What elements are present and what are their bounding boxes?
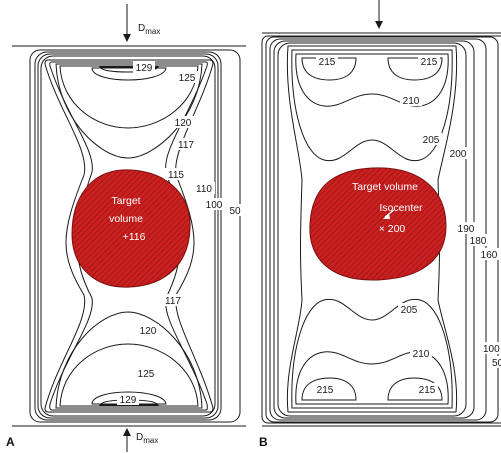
isodose-110b-a — [40, 55, 216, 417]
isodose-label-120-bottom: 120 — [140, 326, 157, 337]
target-volume-b — [309, 167, 447, 281]
isodose-50-a — [29, 49, 241, 423]
panel-b-label: B — [259, 435, 268, 449]
isodose-215-bottom-left-b — [301, 377, 357, 401]
target-volume-label-line2-a: volume — [109, 213, 143, 225]
isodose-label-50: 50 — [229, 206, 241, 217]
isodose-205-bottom-b — [291, 298, 453, 409]
isodose-label-100-b: 100 — [483, 344, 500, 355]
isodose-label-200: 200 — [450, 149, 467, 160]
panel-a: Dmax Dmax 129 125 120 11 — [6, 4, 246, 452]
target-volume-label-line1-a: Target — [111, 195, 140, 207]
dmax-top-arrow — [123, 4, 131, 42]
isodose-label-205-bottom: 205 — [401, 305, 418, 316]
isodose-label-50-b: 50 — [492, 358, 501, 369]
isodose-110-a — [37, 53, 219, 419]
isodose-120-top-a — [55, 63, 203, 159]
isodose-160-b — [269, 38, 487, 421]
isodose-label-120-top: 120 — [175, 118, 192, 129]
isocenter-arrow — [383, 209, 395, 219]
isodose-label-160: 160 — [481, 250, 498, 261]
isodose-120-bottom-a — [55, 311, 203, 409]
isodose-label-129-bottom: 129 — [120, 395, 137, 406]
top-beam-arrow — [375, 0, 383, 29]
isodose-100-b — [265, 36, 499, 423]
isodose-205-top-b — [291, 49, 453, 162]
isodose-label-115: 115 — [168, 170, 184, 181]
isodose-label-190: 190 — [458, 224, 475, 235]
isodose-215-top-right-b — [387, 57, 443, 81]
isodose-label-110: 110 — [196, 184, 212, 195]
isodose-215-top-left-b — [301, 57, 357, 81]
isodose-117-a — [49, 61, 208, 411]
isodose-label-215-top-right: 215 — [421, 57, 438, 68]
isodose-label-125-bottom: 125 — [138, 369, 155, 380]
isodose-label-215-bottom-right: 215 — [419, 385, 436, 396]
isodose-210-top-b — [295, 53, 449, 107]
isodose-label-215-bottom-left: 215 — [317, 385, 334, 396]
target-value-a: +116 — [123, 231, 146, 243]
isodose-label-129-top: 129 — [136, 63, 153, 74]
isodose-50-b — [261, 35, 501, 424]
isodose-label-210-top: 210 — [403, 96, 420, 107]
isodose-100-a — [34, 51, 222, 421]
dmax-top-label: Dmax — [138, 23, 160, 36]
panel-a-label: A — [6, 435, 15, 449]
isodose-129-bottom-a — [91, 391, 167, 405]
isodose-label-100: 100 — [206, 200, 223, 211]
isodose-label-117-top: 117 — [178, 140, 194, 151]
isodose-200-b — [286, 45, 458, 413]
isodose-label-117-bottom: 117 — [165, 296, 181, 307]
isodose-label-125-top: 125 — [179, 73, 196, 84]
isodose-label-180: 180 — [470, 236, 487, 247]
dmax-bottom-arrow — [123, 428, 131, 452]
dmax-bottom-label: Dmax — [136, 432, 158, 445]
isodose-210-bottom-b — [295, 351, 449, 405]
isodose-label-215-top-left: 215 — [319, 57, 336, 68]
isodose-115-a — [44, 59, 214, 413]
isocenter-label: Isocenter — [379, 202, 423, 214]
panel-b: 215 215 210 205 200 190 180 160 205 210 … — [261, 0, 501, 427]
isodose-129-top-a — [91, 67, 167, 81]
target-volume-a — [71, 169, 191, 288]
isodose-label-210-bottom: 210 — [413, 349, 430, 360]
isodose-129-top-inner-a — [99, 66, 159, 73]
isodose-125-top-a — [59, 65, 199, 129]
isocenter-value: × 200 — [379, 223, 406, 235]
target-volume-label-b: Target volume — [352, 181, 418, 193]
isodose-215-bottom-right-b — [387, 377, 443, 401]
isodose-label-205-top: 205 — [423, 135, 440, 146]
isodose-125-bottom-a — [59, 343, 199, 407]
